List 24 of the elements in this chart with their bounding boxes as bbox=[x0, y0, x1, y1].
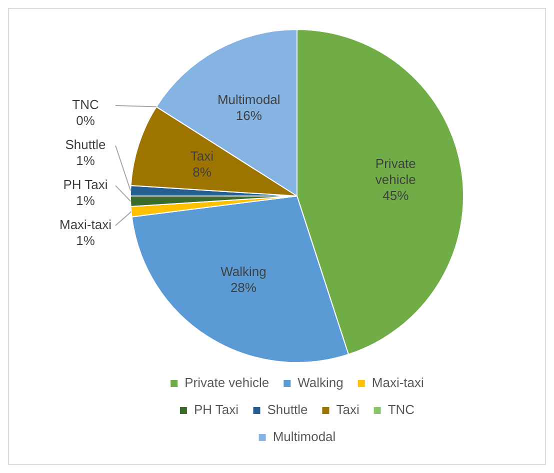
slice-label: Walking bbox=[220, 264, 266, 279]
text: 0% bbox=[76, 113, 95, 128]
legend-label: PH Taxi bbox=[194, 402, 239, 418]
slice-label: PH Taxi bbox=[63, 177, 108, 192]
slice-label: Maxi-taxi bbox=[59, 217, 112, 232]
slice-label: Shuttle bbox=[65, 137, 106, 152]
data-label: 1% bbox=[76, 193, 96, 208]
data-label: 1% bbox=[76, 233, 96, 248]
legend-label: Private vehicle bbox=[184, 375, 270, 390]
slice-label: Multimodal bbox=[217, 92, 280, 108]
legend-label: Taxi bbox=[336, 402, 360, 418]
legend-label: Walking bbox=[298, 375, 344, 390]
data-label: 8% bbox=[192, 164, 212, 180]
data-label: 16% bbox=[236, 108, 262, 124]
data-label: 1% bbox=[76, 153, 96, 168]
slice-label: Private vehicle bbox=[375, 156, 416, 187]
slice-label: Taxi bbox=[190, 148, 214, 164]
legend-label: Shuttle bbox=[267, 402, 308, 418]
data-label: 45% bbox=[382, 188, 410, 203]
data-label: 28% bbox=[230, 280, 257, 295]
category-label: TNC bbox=[72, 97, 99, 112]
legend-label: TNC bbox=[388, 402, 415, 418]
legend-label: Multimodal bbox=[272, 429, 336, 444]
legend-label: Maxi-taxi bbox=[372, 375, 424, 390]
